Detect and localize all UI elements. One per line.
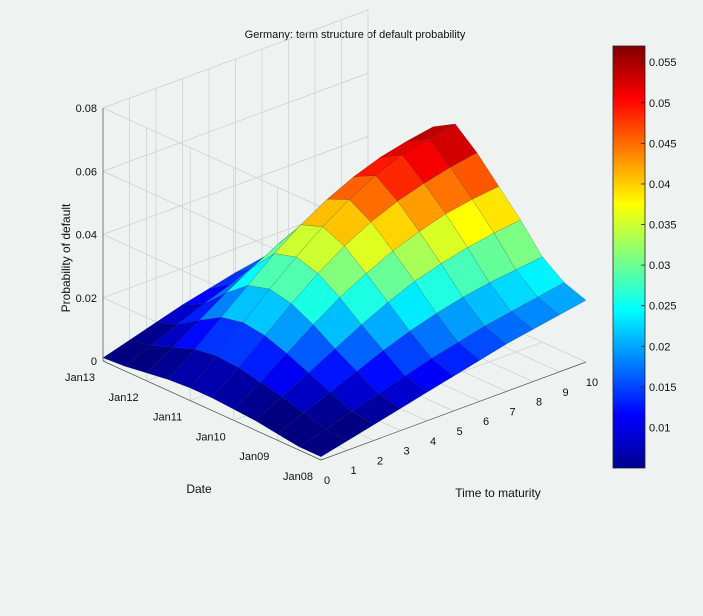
axis-ticks: 0 0.02 0.04 0.06 0.08 Jan08 Jan09 Jan10 Jan11 Jan… [65, 103, 598, 487]
x-tick-label: 5 [456, 426, 462, 438]
z-tick-label: 0.04 [76, 230, 97, 242]
x-tick-label: 3 [403, 446, 409, 458]
colorbar-tick-label: 0.02 [649, 341, 670, 353]
x-tick-label: 4 [430, 436, 436, 448]
z-tick-label: 0.06 [76, 166, 97, 178]
surface-plot [102, 123, 587, 458]
x-axis-line [320, 361, 587, 461]
z-tick-label: 0.08 [76, 103, 97, 115]
x-tick-label: 7 [509, 406, 515, 418]
x-axis-label: Time to maturity [455, 486, 541, 500]
x-tick-label: 10 [586, 377, 598, 389]
x-tick-label: 9 [562, 387, 568, 399]
y-tick-label: Jan10 [196, 431, 226, 443]
y-axis-label: Date [186, 482, 212, 496]
y-tick-label: Jan12 [109, 392, 139, 404]
y-tick-label: Jan11 [153, 412, 182, 424]
surface-patch [406, 123, 456, 142]
x-tick-label: 1 [350, 465, 356, 477]
z-gridline-left [102, 107, 322, 208]
x-tick-label: 8 [536, 397, 542, 409]
chart-title: Germany: term structure of default proba… [245, 29, 466, 41]
x-tick-label: 0 [324, 475, 330, 487]
z-axis-label: Probability of default [59, 203, 73, 312]
x-tick-label: 6 [483, 416, 489, 428]
colorbar-tick-label: 0.04 [649, 179, 670, 191]
z-tick-label: 0.02 [76, 293, 97, 305]
y-tick-label: Jan13 [65, 372, 95, 384]
surface-patch [428, 123, 478, 168]
y-axis-line [102, 360, 322, 461]
y-tick-label: Jan08 [283, 471, 313, 483]
surface-patch [450, 152, 500, 200]
colorbar-tick-label: 0.01 [649, 422, 670, 434]
y-tick-label: Jan09 [239, 451, 269, 463]
colorbar-tick-label: 0.035 [649, 220, 677, 232]
colorbar-tick-label: 0.03 [649, 260, 670, 272]
x-tick-label: 2 [377, 455, 383, 467]
colorbar-tick-label: 0.015 [649, 382, 677, 394]
surface-patch [537, 282, 587, 316]
colorbar-tick-label: 0.05 [649, 98, 670, 110]
colorbar-tick-label: 0.045 [649, 138, 677, 150]
colorbar-gradient [612, 45, 646, 469]
colorbar: 0.01 0.015 0.02 0.025 0.03 0.035 0.04 0.045 0.05… [612, 45, 677, 469]
z-tick-label: 0 [91, 356, 97, 368]
colorbar-tick-label: 0.055 [649, 57, 677, 69]
colorbar-tick-label: 0.025 [649, 301, 677, 313]
